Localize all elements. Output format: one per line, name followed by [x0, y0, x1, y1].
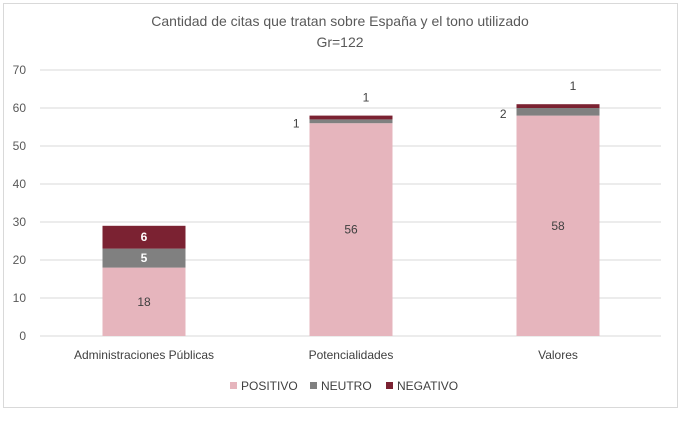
y-tick-label: 70 [13, 63, 27, 77]
bar-segment-positivo [309, 123, 393, 336]
chart-subtitle: Gr=122 [316, 34, 363, 50]
data-label-positivo: 56 [344, 223, 358, 237]
bar-segment-negativo [516, 104, 600, 108]
bar-segment-neutro [102, 248, 186, 268]
data-label-positivo: 18 [137, 295, 151, 309]
legend-label-neutro: NEUTRO [321, 379, 372, 393]
legend-label-positivo: POSITIVO [241, 379, 298, 393]
y-tick-label: 20 [13, 253, 27, 267]
y-tick-label: 10 [13, 291, 27, 305]
data-label-neutro: 2 [500, 107, 507, 121]
x-category-label: Valores [538, 348, 578, 362]
data-label-neutro: 5 [141, 251, 148, 265]
data-label-negativo: 1 [363, 91, 370, 105]
data-label-positivo: 58 [551, 219, 565, 233]
x-category-label: Potencialidades [309, 348, 394, 362]
bar-segment-positivo [102, 267, 186, 336]
chart-border [3, 3, 678, 408]
y-axis-ticks: 0 10 20 30 40 50 60 70 [13, 63, 27, 343]
y-tick-label: 50 [13, 139, 27, 153]
y-tick-label: 30 [13, 215, 27, 229]
bars [102, 104, 600, 336]
bar-segment-neutro [516, 108, 600, 116]
data-label-negativo: 1 [570, 79, 577, 93]
bar-segment-positivo [516, 115, 600, 336]
legend-swatch-neutro [310, 382, 317, 389]
y-tick-label: 40 [13, 177, 27, 191]
legend-swatch-positivo [230, 382, 237, 389]
legend: POSITIVO NEUTRO NEGATIVO [230, 379, 458, 393]
bar-segment-neutro [309, 119, 393, 124]
x-category-label: Administraciones Públicas [74, 348, 214, 362]
bar-segment-negativo [102, 225, 186, 249]
bar-segment-negativo [309, 115, 393, 120]
y-tick-label: 60 [13, 101, 27, 115]
legend-swatch-negativo [386, 382, 393, 389]
chart-title: Cantidad de citas que tratan sobre Españ… [151, 13, 529, 29]
legend-label-negativo: NEGATIVO [397, 379, 458, 393]
data-label-negativo: 6 [141, 230, 148, 244]
data-label-neutro: 1 [293, 116, 300, 130]
y-tick-label: 0 [19, 329, 26, 343]
x-axis-categories: Administraciones Públicas Potencialidades… [74, 348, 578, 362]
